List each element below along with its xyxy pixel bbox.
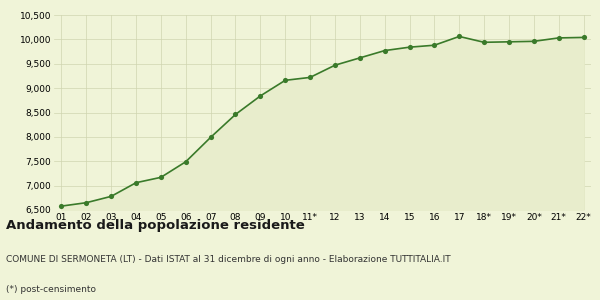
Point: [430, 43, 439, 48]
Point: [504, 39, 514, 44]
Point: [405, 45, 415, 50]
Point: [230, 112, 240, 117]
Point: [181, 159, 191, 164]
Text: (*) post-censimento: (*) post-censimento: [6, 285, 96, 294]
Point: [56, 204, 66, 208]
Point: [380, 48, 389, 53]
Text: Andamento della popolazione residente: Andamento della popolazione residente: [6, 219, 305, 232]
Point: [330, 63, 340, 68]
Point: [479, 40, 489, 45]
Text: COMUNE DI SERMONETA (LT) - Dati ISTAT al 31 dicembre di ogni anno - Elaborazione: COMUNE DI SERMONETA (LT) - Dati ISTAT al…: [6, 255, 451, 264]
Point: [529, 39, 539, 44]
Point: [206, 135, 215, 140]
Point: [82, 200, 91, 205]
Point: [256, 94, 265, 98]
Point: [305, 75, 315, 80]
Point: [106, 194, 116, 199]
Point: [156, 175, 166, 180]
Point: [579, 35, 589, 40]
Point: [355, 56, 365, 60]
Point: [554, 35, 563, 40]
Point: [454, 34, 464, 39]
Point: [280, 78, 290, 83]
Point: [131, 180, 141, 185]
